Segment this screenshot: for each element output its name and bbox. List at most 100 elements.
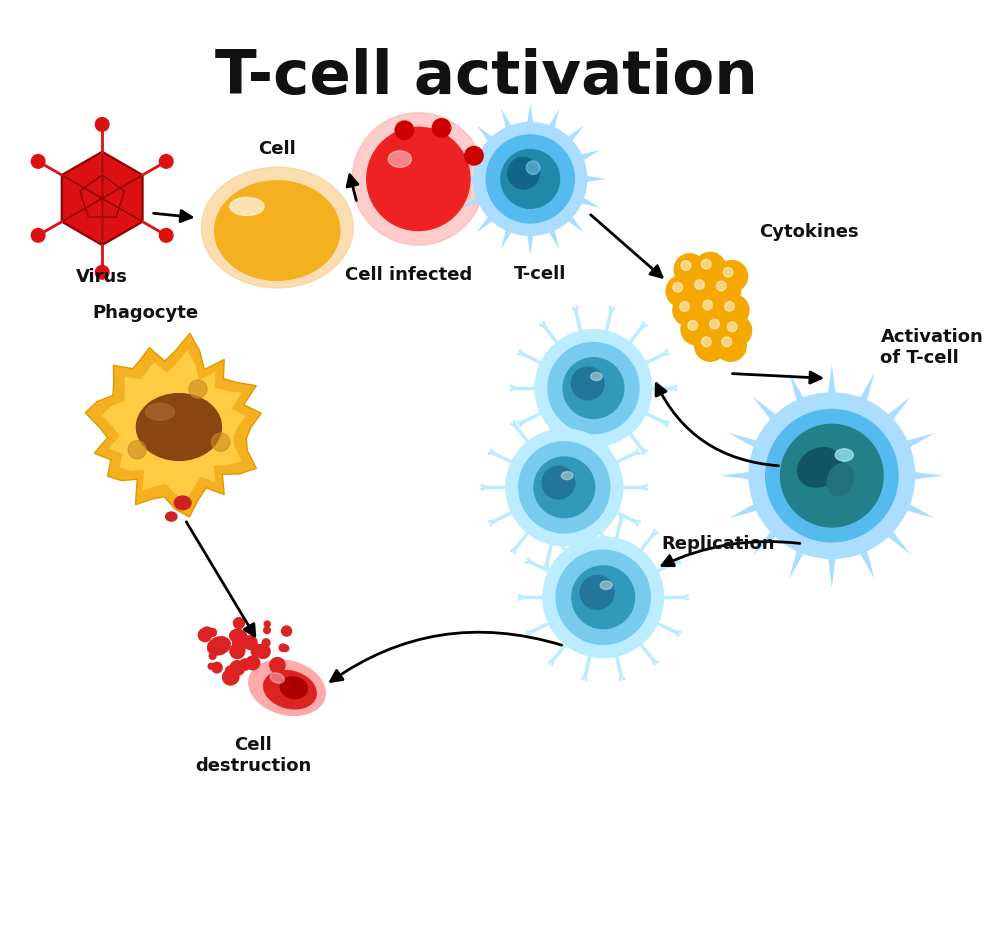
Circle shape <box>486 135 574 223</box>
Circle shape <box>212 662 222 673</box>
Circle shape <box>701 337 711 346</box>
Circle shape <box>189 380 207 398</box>
Circle shape <box>716 282 726 291</box>
Polygon shape <box>827 548 837 587</box>
Polygon shape <box>880 396 911 428</box>
Circle shape <box>563 357 624 419</box>
Polygon shape <box>85 333 261 517</box>
Polygon shape <box>827 364 837 403</box>
Ellipse shape <box>270 673 284 683</box>
Circle shape <box>95 266 109 279</box>
Circle shape <box>283 645 289 651</box>
Text: Replication: Replication <box>662 534 775 553</box>
Ellipse shape <box>600 581 612 590</box>
Circle shape <box>352 113 485 245</box>
Polygon shape <box>101 350 246 501</box>
Circle shape <box>95 118 109 131</box>
Polygon shape <box>855 541 875 579</box>
Circle shape <box>264 621 270 627</box>
Circle shape <box>710 274 741 306</box>
Circle shape <box>666 276 697 307</box>
Polygon shape <box>526 230 534 255</box>
Ellipse shape <box>388 151 411 168</box>
Polygon shape <box>576 194 600 208</box>
Circle shape <box>673 294 704 326</box>
Polygon shape <box>880 524 911 555</box>
Ellipse shape <box>215 181 340 281</box>
Circle shape <box>572 566 635 629</box>
Polygon shape <box>460 150 485 163</box>
Circle shape <box>432 119 451 137</box>
Circle shape <box>548 343 639 433</box>
Ellipse shape <box>835 449 853 461</box>
Circle shape <box>226 666 234 675</box>
Circle shape <box>696 294 727 324</box>
Circle shape <box>723 268 733 277</box>
Polygon shape <box>501 224 514 249</box>
Polygon shape <box>728 432 766 452</box>
Circle shape <box>31 155 45 169</box>
Circle shape <box>673 282 683 293</box>
FancyBboxPatch shape <box>0 7 978 919</box>
Polygon shape <box>855 372 875 410</box>
Circle shape <box>688 320 698 331</box>
Circle shape <box>212 433 230 451</box>
Circle shape <box>128 441 146 459</box>
Polygon shape <box>789 541 808 579</box>
Polygon shape <box>720 470 759 481</box>
Ellipse shape <box>146 404 174 420</box>
Circle shape <box>198 629 211 642</box>
Polygon shape <box>501 108 514 133</box>
Circle shape <box>695 280 704 290</box>
Circle shape <box>508 157 539 189</box>
Polygon shape <box>454 175 479 182</box>
Polygon shape <box>563 125 584 145</box>
Circle shape <box>209 629 216 636</box>
Circle shape <box>580 576 614 609</box>
Circle shape <box>474 122 587 235</box>
Circle shape <box>556 550 650 644</box>
Text: Cell: Cell <box>258 140 296 157</box>
Circle shape <box>542 467 575 499</box>
Polygon shape <box>460 194 485 208</box>
Circle shape <box>701 259 711 269</box>
Circle shape <box>230 644 245 658</box>
Polygon shape <box>897 432 935 452</box>
Circle shape <box>703 312 734 344</box>
Polygon shape <box>477 212 497 232</box>
Circle shape <box>246 656 260 669</box>
Ellipse shape <box>136 394 221 460</box>
Circle shape <box>571 367 604 400</box>
Circle shape <box>681 260 691 270</box>
Circle shape <box>240 659 251 670</box>
Circle shape <box>243 636 257 649</box>
Circle shape <box>201 627 213 638</box>
Circle shape <box>688 273 719 304</box>
Text: Activation
of T-cell: Activation of T-cell <box>880 328 983 367</box>
Text: T-cell: T-cell <box>514 265 566 282</box>
Circle shape <box>519 442 610 532</box>
Circle shape <box>715 330 746 361</box>
Circle shape <box>716 260 748 292</box>
Ellipse shape <box>798 447 841 487</box>
Circle shape <box>271 661 283 673</box>
Circle shape <box>262 639 270 646</box>
Circle shape <box>695 330 726 361</box>
Circle shape <box>674 254 705 285</box>
Polygon shape <box>477 125 497 145</box>
Ellipse shape <box>208 637 230 655</box>
Circle shape <box>722 337 732 346</box>
Circle shape <box>256 644 270 658</box>
Polygon shape <box>789 372 808 410</box>
Circle shape <box>264 627 270 633</box>
Ellipse shape <box>827 464 853 496</box>
Circle shape <box>270 657 285 673</box>
Polygon shape <box>576 150 600 163</box>
Polygon shape <box>728 499 766 519</box>
Circle shape <box>506 429 623 545</box>
Circle shape <box>395 121 414 140</box>
Circle shape <box>680 302 689 311</box>
Circle shape <box>695 253 726 283</box>
Polygon shape <box>753 396 784 428</box>
Circle shape <box>535 330 652 446</box>
